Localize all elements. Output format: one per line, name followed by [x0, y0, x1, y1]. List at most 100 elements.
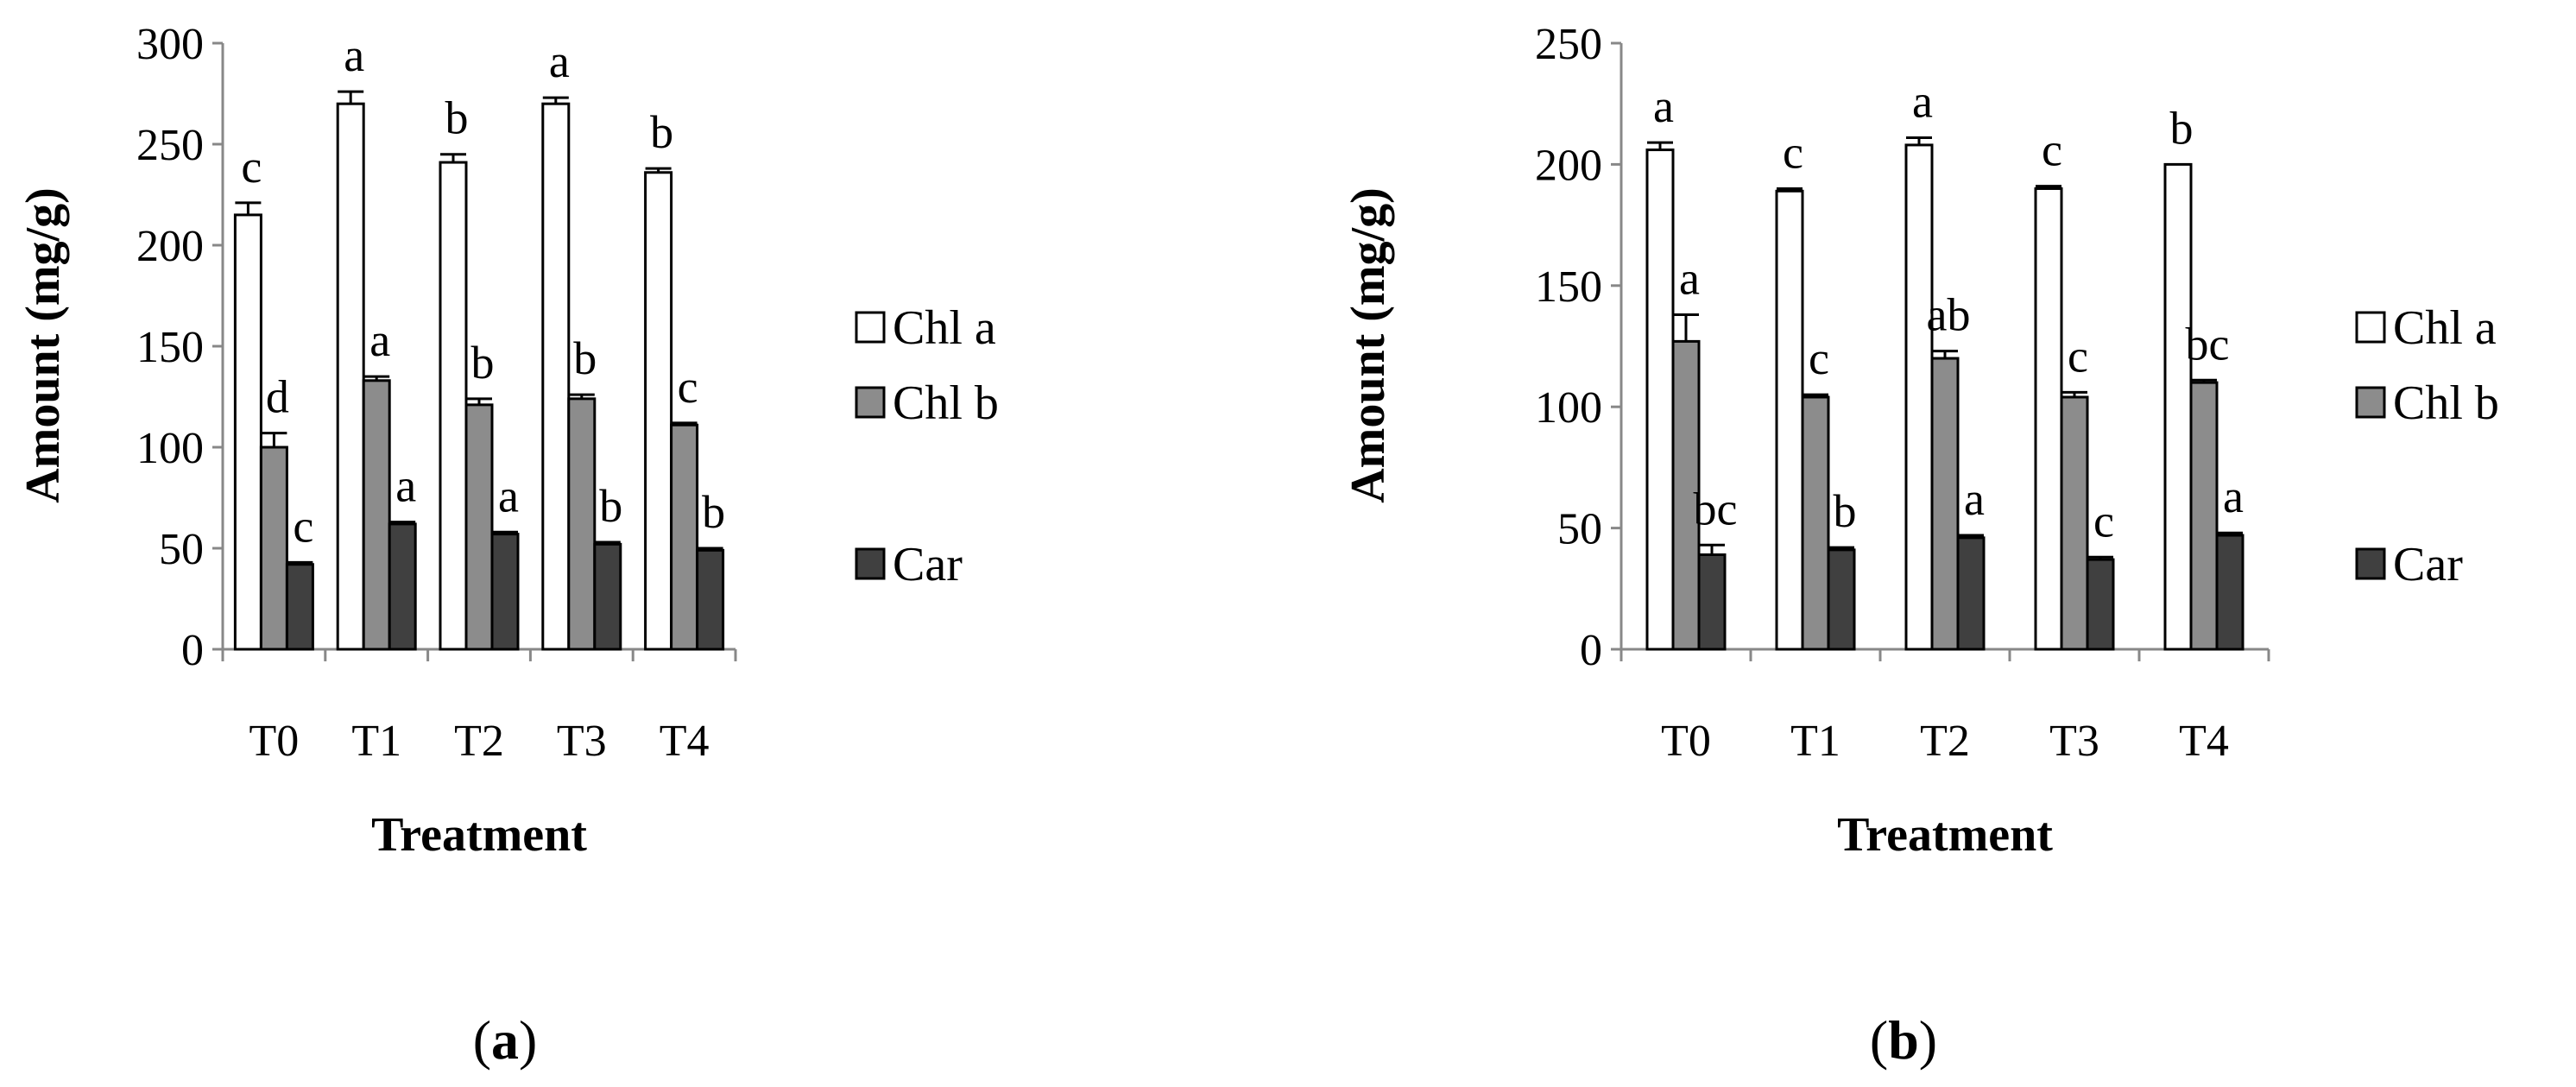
x-tick-label: T1 [351, 717, 401, 766]
legend-label: Chl a [2393, 301, 2497, 355]
significance-label: a [2223, 471, 2244, 522]
legend-swatch [855, 311, 886, 344]
significance-label: a [1679, 252, 1700, 304]
significance-label: b [599, 480, 622, 532]
bar [1697, 553, 1727, 651]
bar [1671, 339, 1701, 651]
y-tick-label: 250 [136, 121, 204, 170]
y-tick-label: 100 [136, 424, 204, 473]
significance-label: c [2042, 124, 2062, 176]
significance-label: a [395, 460, 416, 512]
bar [2086, 558, 2115, 651]
x-tick-label: T4 [660, 717, 710, 766]
bar [1956, 536, 1986, 651]
bar [1775, 189, 1804, 651]
significance-label: b [702, 486, 725, 538]
bar [2215, 534, 2245, 651]
x-tick-label: T2 [1920, 717, 1970, 766]
bar [670, 423, 699, 651]
significance-label: a [344, 29, 364, 81]
significance-label: c [1809, 332, 1829, 384]
significance-label: bc [2186, 318, 2230, 370]
legend-swatch [2355, 547, 2386, 580]
significance-label: a [549, 35, 570, 87]
significance-label: c [293, 500, 313, 552]
panel-label-a: (a) [473, 1009, 538, 1071]
significance-label: b [471, 337, 495, 389]
bar [233, 213, 262, 651]
y-tick-label: 200 [1535, 141, 1602, 190]
significance-label: a [1964, 473, 1985, 525]
legend-label: Car [893, 538, 963, 591]
bar [439, 161, 468, 651]
x-tick-label: T3 [557, 717, 607, 766]
bar [1827, 548, 1856, 651]
bar [259, 446, 288, 651]
bar [541, 102, 571, 651]
chart-panel-a: 0 50 100 150 200 250 300 T0 T1 T2 T3 T4 c a b a b d a b b c c a… [16, 20, 999, 862]
y-tick-label: 100 [1535, 383, 1602, 433]
significance-label: c [2068, 330, 2088, 382]
y-tick-label: 300 [136, 20, 204, 69]
bar [490, 533, 520, 651]
panel-label-b: (b) [1870, 1009, 1937, 1071]
bar [1801, 395, 1830, 651]
significance-label: b [2170, 102, 2194, 154]
significance-label: a [1912, 76, 1933, 128]
legend-swatch [855, 547, 886, 580]
legend-swatch [855, 386, 886, 419]
legend-label: Chl b [2393, 376, 2499, 430]
x-tick-label: T1 [1790, 717, 1840, 766]
significance-label: d [266, 371, 289, 423]
bar [388, 522, 417, 651]
legend-label: Chl a [893, 301, 996, 355]
x-tick-label: T0 [1661, 717, 1711, 766]
y-tick-label: 50 [159, 525, 204, 574]
bar [464, 403, 494, 651]
legend-label: Chl b [893, 376, 999, 430]
bar [696, 548, 725, 651]
y-tick-label: 150 [1535, 262, 1602, 312]
bar [2189, 381, 2219, 651]
bar [1930, 357, 1960, 651]
y-tick-label: 200 [136, 222, 204, 271]
significance-label: b [445, 92, 469, 144]
significance-label: a [369, 314, 390, 366]
legend-swatch [2355, 311, 2386, 344]
bar [2034, 186, 2063, 651]
significance-label: c [678, 361, 698, 413]
bar [2060, 395, 2089, 651]
y-tick-label: 0 [1580, 626, 1602, 675]
y-tick-label: 250 [1535, 20, 1602, 69]
bar [644, 171, 673, 651]
significance-label: c [2093, 495, 2114, 547]
bar [1904, 143, 1934, 651]
x-tick-label: T4 [2179, 717, 2229, 766]
significance-label: a [1653, 80, 1674, 132]
bar [285, 563, 314, 651]
significance-label: b [1834, 485, 1857, 537]
y-tick-label: 50 [1557, 505, 1602, 554]
bar [593, 542, 622, 651]
y-tick-label: 0 [181, 626, 204, 675]
x-axis-title: Treatment [1837, 808, 2053, 862]
significance-label: c [1783, 126, 1803, 178]
x-tick-label: T3 [2049, 717, 2099, 766]
y-tick-label: 150 [136, 323, 204, 372]
bar [336, 102, 365, 651]
significance-label: a [498, 470, 519, 521]
bar [567, 397, 597, 651]
x-tick-label: T0 [249, 717, 300, 766]
legend-swatch [2355, 386, 2386, 419]
bar [1645, 149, 1675, 651]
significance-label: b [573, 332, 597, 384]
x-tick-label: T2 [454, 717, 504, 766]
legend-label: Car [2393, 538, 2463, 591]
bar [362, 379, 391, 651]
significance-label: bc [1694, 483, 1738, 534]
significance-label: c [241, 141, 262, 193]
significance-label: ab [1927, 289, 1971, 341]
y-axis-title: Amount (mg/g) [16, 187, 70, 503]
